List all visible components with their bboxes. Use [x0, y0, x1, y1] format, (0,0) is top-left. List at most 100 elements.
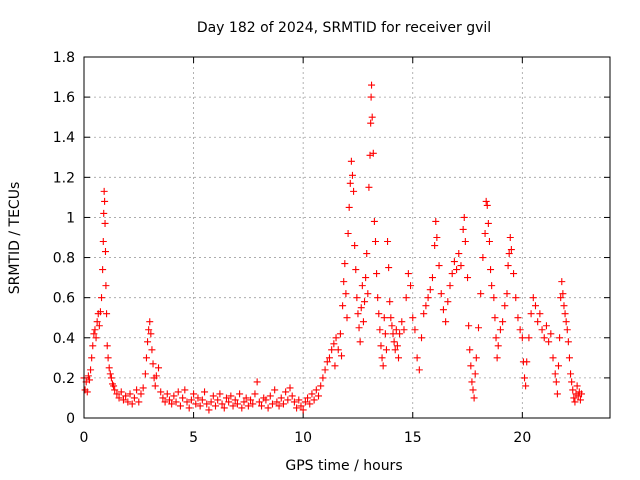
data-point [275, 402, 283, 410]
data-point [492, 334, 500, 342]
data-point [346, 179, 354, 187]
data-point [387, 314, 395, 322]
data-point [308, 390, 316, 398]
data-point [512, 294, 520, 302]
data-point [330, 340, 338, 348]
data-point [487, 266, 495, 274]
data-point [371, 238, 379, 246]
data-point [358, 282, 366, 290]
tick-label-layer: 0 0.2 0.4 0.6 0.8 1 1.2 1.4 1.6 1.8 0 5 10 15 20 [53, 50, 532, 446]
data-point [247, 396, 255, 404]
data-point [117, 388, 125, 396]
data-point [516, 326, 524, 334]
data-point [209, 392, 217, 400]
data-point [101, 248, 109, 256]
data-point [157, 388, 165, 396]
data-point [152, 372, 160, 380]
data-point [236, 390, 244, 398]
data-point [567, 370, 575, 378]
data-point [220, 404, 228, 412]
data-point [362, 274, 370, 282]
data-point [207, 398, 215, 406]
data-point [568, 378, 576, 386]
data-point [385, 264, 393, 272]
data-point [407, 282, 415, 290]
data-point [370, 217, 378, 225]
data-point [137, 390, 145, 398]
data-point [139, 384, 147, 392]
data-point [363, 250, 371, 258]
data-point [130, 394, 138, 402]
data-point [444, 298, 452, 306]
y-tick-label: 1.8 [53, 50, 75, 66]
data-point [255, 398, 263, 406]
data-point [87, 366, 95, 374]
data-point [251, 390, 259, 398]
data-point [356, 338, 364, 346]
data-point [325, 354, 333, 362]
data-point [428, 274, 436, 282]
data-point [415, 366, 423, 374]
data-point [471, 370, 479, 378]
data-point [185, 404, 193, 412]
data-point [431, 242, 439, 250]
data-point [506, 234, 514, 241]
data-point [557, 294, 565, 302]
data-point [284, 396, 292, 404]
data-point [144, 338, 152, 346]
data-point [264, 404, 272, 412]
data-point [359, 318, 367, 326]
data-point [402, 294, 410, 302]
x-tick-label: 20 [513, 430, 531, 446]
data-point [266, 392, 274, 400]
data-point [339, 302, 347, 310]
data-point [376, 326, 384, 334]
data-point [570, 394, 578, 402]
data-point [384, 238, 392, 246]
data-point [418, 334, 426, 342]
data-point [388, 322, 396, 330]
data-point [525, 334, 533, 342]
data-point [521, 374, 529, 382]
data-point [559, 290, 567, 298]
data-point [404, 270, 412, 278]
data-point [380, 314, 388, 322]
data-point [529, 294, 537, 302]
data-point [549, 354, 557, 362]
data-point [331, 362, 339, 370]
data-point [466, 346, 474, 354]
data-point [396, 330, 404, 338]
data-point [465, 322, 473, 330]
data-point [552, 378, 560, 386]
data-point [282, 388, 290, 396]
data-point [556, 334, 564, 342]
data-point [88, 354, 96, 362]
data-point [353, 294, 361, 302]
data-point [534, 318, 542, 326]
data-point [576, 396, 584, 404]
data-point [315, 392, 323, 400]
data-point [338, 352, 346, 360]
data-point [493, 354, 501, 362]
data-point [578, 390, 586, 398]
data-point [151, 382, 159, 390]
data-point [342, 290, 350, 298]
data-point [392, 326, 400, 334]
data-point [273, 398, 281, 406]
data-point [467, 362, 475, 370]
data-point [505, 250, 513, 258]
data-point [142, 354, 150, 362]
data-point [240, 398, 248, 406]
data-point [496, 326, 504, 334]
data-point [571, 398, 579, 406]
data-point [165, 396, 173, 404]
data-point [442, 318, 450, 326]
data-point [455, 250, 463, 258]
data-point [225, 398, 233, 406]
data-point [477, 290, 485, 298]
y-tick-label: 0.8 [53, 251, 75, 267]
data-point [369, 149, 377, 157]
data-point [107, 374, 115, 382]
data-point [554, 362, 562, 370]
data-point [420, 310, 428, 318]
